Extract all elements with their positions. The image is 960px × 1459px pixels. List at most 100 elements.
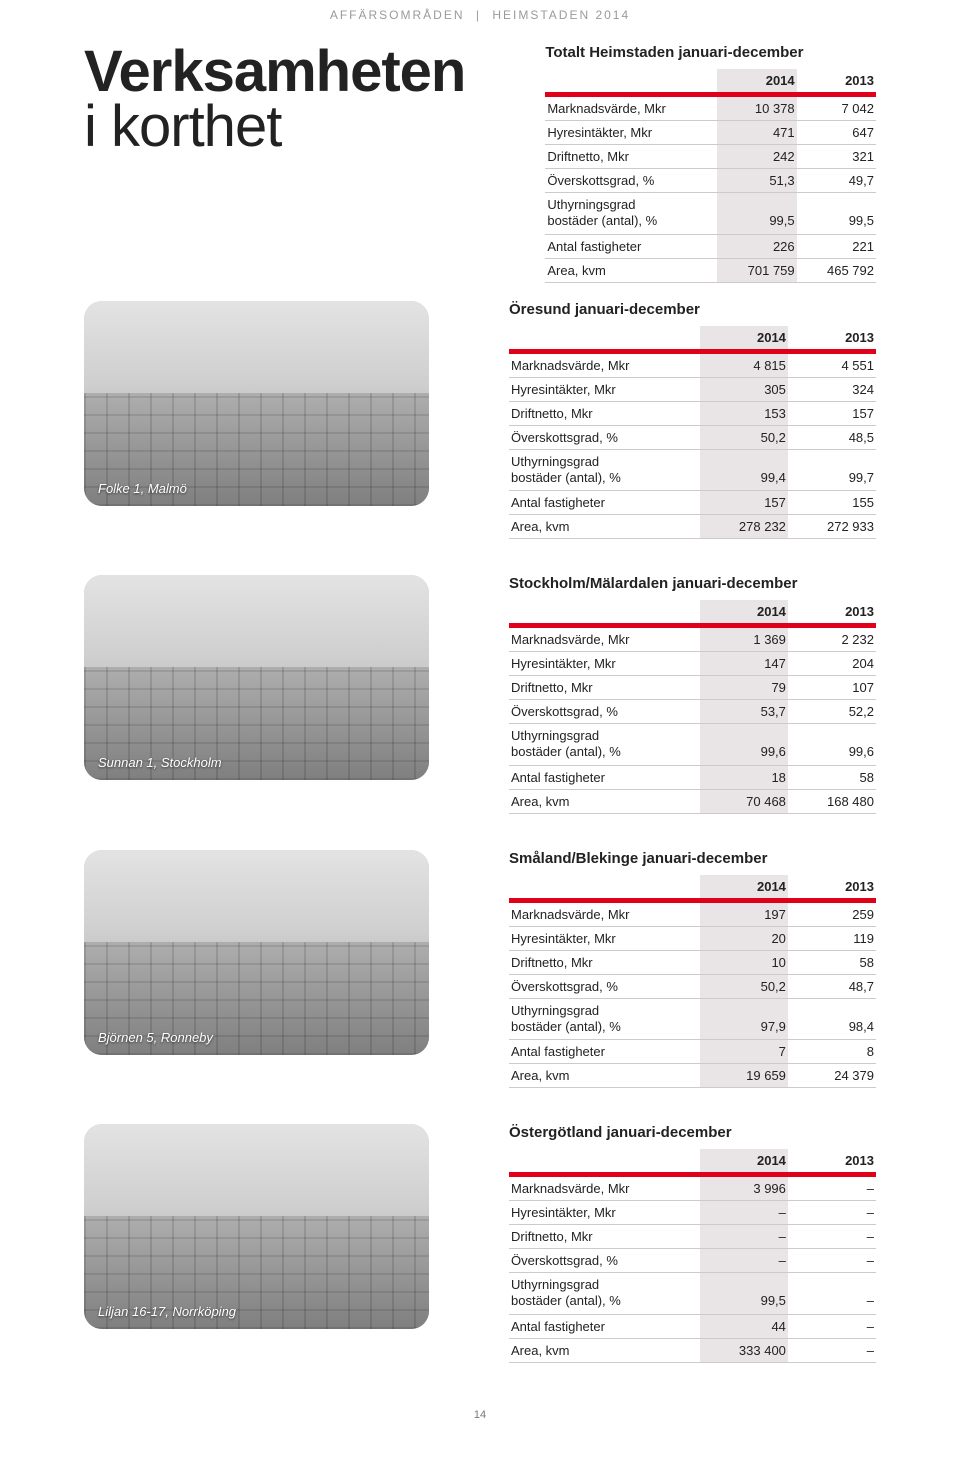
table-row: Hyresintäkter, Mkr 147 204 — [509, 652, 876, 676]
metric-value-2013: 48,7 — [788, 974, 876, 998]
metric-value-2014: – — [700, 1201, 788, 1225]
building-placeholder-icon — [84, 301, 429, 506]
metric-label: Area, kvm — [509, 1064, 700, 1088]
metric-value-2014: 50,2 — [700, 425, 788, 449]
metric-value-2013: 99,5 — [797, 193, 876, 235]
metric-label: Marknadsvärde, Mkr — [509, 626, 700, 652]
metric-value-2014: 20 — [700, 926, 788, 950]
col-year-2: 2013 — [788, 600, 876, 623]
metric-value-2014: 197 — [700, 900, 788, 926]
metric-value-2014: 99,5 — [700, 1273, 788, 1315]
table-row: Antal fastigheter 18 58 — [509, 765, 876, 789]
table-row: Antal fastigheter 226 221 — [545, 234, 876, 258]
metric-label: Antal fastigheter — [509, 1040, 700, 1064]
metric-label: Överskottsgrad, % — [509, 700, 700, 724]
table-header-row: 2014 2013 — [545, 69, 876, 92]
metric-value-2014: 44 — [700, 1314, 788, 1338]
image-holder-oresund: Folke 1, Malmö — [84, 301, 429, 506]
table-row: Marknadsvärde, Mkr 4 815 4 551 — [509, 351, 876, 377]
metric-value-2013: – — [788, 1249, 876, 1273]
metric-value-2013: 8 — [788, 1040, 876, 1064]
table-row: Driftnetto, Mkr 79 107 — [509, 676, 876, 700]
metric-value-2014: 7 — [700, 1040, 788, 1064]
metric-label: Överskottsgrad, % — [509, 1249, 700, 1273]
metric-value-2014: 1 369 — [700, 626, 788, 652]
metric-value-2014: 471 — [717, 121, 796, 145]
metric-value-2014: 19 659 — [700, 1064, 788, 1088]
table-row: Antal fastigheter 44 – — [509, 1314, 876, 1338]
building-placeholder-icon — [84, 575, 429, 780]
table-stockholm: Stockholm/Mälardalen januari-december 20… — [509, 575, 876, 814]
header-right: HEIMSTADEN 2014 — [492, 8, 630, 22]
metric-value-2013: 49,7 — [797, 169, 876, 193]
table-row: Hyresintäkter, Mkr 471 647 — [545, 121, 876, 145]
metric-label: Hyresintäkter, Mkr — [509, 377, 700, 401]
metric-value-2014: 79 — [700, 676, 788, 700]
metric-value-2014: 18 — [700, 765, 788, 789]
metric-value-2013: – — [788, 1273, 876, 1315]
metric-label: Antal fastigheter — [509, 1314, 700, 1338]
metric-label: Marknadsvärde, Mkr — [545, 95, 717, 121]
metric-value-2014: 278 232 — [700, 515, 788, 539]
metric-value-2013: – — [788, 1201, 876, 1225]
metric-value-2014: 242 — [717, 145, 796, 169]
metric-value-2013: 119 — [788, 926, 876, 950]
metric-value-2013: 98,4 — [788, 998, 876, 1040]
metric-value-2014: 70 468 — [700, 789, 788, 813]
table-row: Antal fastigheter 7 8 — [509, 1040, 876, 1064]
metric-label: Area, kvm — [509, 515, 700, 539]
metric-value-2014: 4 815 — [700, 351, 788, 377]
metric-value-2013: 157 — [788, 401, 876, 425]
metric-label: Marknadsvärde, Mkr — [509, 351, 700, 377]
photo-caption: Björnen 5, Ronneby — [98, 1030, 213, 1045]
section-oresund: Folke 1, Malmö Öresund januari-december … — [0, 283, 960, 558]
table-title: Småland/Blekinge januari-december — [509, 850, 876, 867]
table-title: Stockholm/Mälardalen januari-december — [509, 575, 876, 592]
table-row: Area, kvm 70 468 168 480 — [509, 789, 876, 813]
metric-value-2013: – — [788, 1338, 876, 1362]
image-holder-smaland: Björnen 5, Ronneby — [84, 850, 429, 1055]
table-row: Hyresintäkter, Mkr 305 324 — [509, 377, 876, 401]
table-row: Area, kvm 701 759 465 792 — [545, 258, 876, 282]
table-title: Öresund januari-december — [509, 301, 876, 318]
metric-value-2013: 58 — [788, 765, 876, 789]
table-header-row: 2014 2013 — [509, 600, 876, 623]
hero-row: Verksamheten i korthet Totalt Heimstaden… — [0, 44, 960, 283]
data-table: 2014 2013 Marknadsvärde, Mkr 3 996 – Hyr… — [509, 1149, 876, 1363]
table-oresund: Öresund januari-december 2014 2013 Markn… — [509, 301, 876, 540]
data-table: 2014 2013 Marknadsvärde, Mkr 4 815 4 551… — [509, 326, 876, 540]
metric-label: Marknadsvärde, Mkr — [509, 900, 700, 926]
metric-value-2013: 204 — [788, 652, 876, 676]
table-ostergotland: Östergötland januari-december 2014 2013 … — [509, 1124, 876, 1363]
metric-value-2014: 305 — [700, 377, 788, 401]
metric-label: Överskottsgrad, % — [509, 425, 700, 449]
metric-value-2014: 99,6 — [700, 724, 788, 766]
metric-label: Överskottsgrad, % — [545, 169, 717, 193]
photo-caption: Liljan 16-17, Norrköping — [98, 1304, 236, 1319]
metric-value-2013: 465 792 — [797, 258, 876, 282]
metric-value-2013: 272 933 — [788, 515, 876, 539]
table-total: Totalt Heimstaden januari-december 2014 … — [545, 44, 876, 283]
page: AFFÄRSOMRÅDEN | HEIMSTADEN 2014 Verksamh… — [0, 0, 960, 1459]
metric-label: Driftnetto, Mkr — [509, 950, 700, 974]
table-row: Driftnetto, Mkr 10 58 — [509, 950, 876, 974]
metric-label: Uthyrningsgrad bostäder (antal), % — [509, 449, 700, 491]
metric-label: Hyresintäkter, Mkr — [509, 926, 700, 950]
metric-value-2014: 10 — [700, 950, 788, 974]
metric-value-2014: – — [700, 1249, 788, 1273]
table-row: Uthyrningsgrad bostäder (antal), % 99,5 … — [509, 1273, 876, 1315]
data-table: 2014 2013 Marknadsvärde, Mkr 197 259 Hyr… — [509, 875, 876, 1089]
section-stockholm: Sunnan 1, Stockholm Stockholm/Mälardalen… — [0, 557, 960, 832]
metric-value-2013: – — [788, 1175, 876, 1201]
table-row: Marknadsvärde, Mkr 3 996 – — [509, 1175, 876, 1201]
metric-label: Driftnetto, Mkr — [545, 145, 717, 169]
metric-label: Uthyrningsgrad bostäder (antal), % — [509, 724, 700, 766]
table-title: Totalt Heimstaden januari-december — [545, 44, 876, 61]
table-row: Antal fastigheter 157 155 — [509, 491, 876, 515]
metric-value-2013: 324 — [788, 377, 876, 401]
header-separator: | — [470, 8, 487, 22]
col-year-2: 2013 — [788, 1149, 876, 1172]
metric-value-2014: 10 378 — [717, 95, 796, 121]
metric-label: Antal fastigheter — [509, 765, 700, 789]
metric-value-2013: – — [788, 1314, 876, 1338]
